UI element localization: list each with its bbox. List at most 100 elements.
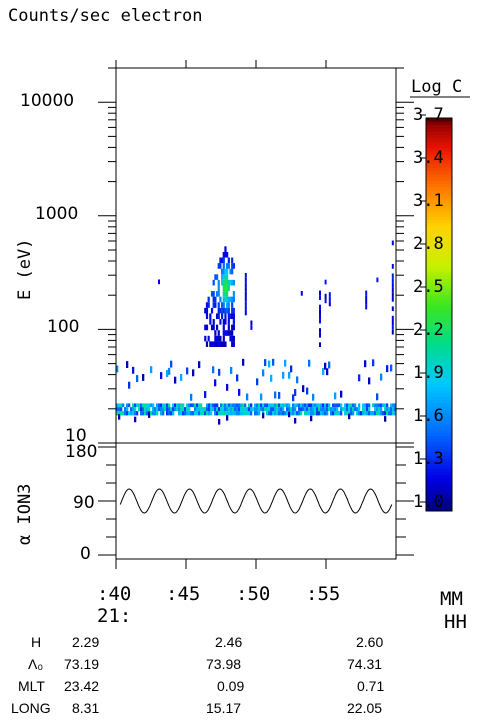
spectrogram-cell [262,369,265,377]
spectrogram-cell [380,407,383,412]
spectrogram-cell [319,342,321,347]
spectrogram-cell [217,313,220,320]
colorbar-segment [426,330,452,335]
spectrogram-cell [262,407,265,412]
spectrogram-cell [270,403,273,408]
spectrogram-cell [350,407,353,412]
spectrogram-cell [152,411,155,416]
spectrogram-cell [236,403,239,408]
colorbar-segment [426,327,452,332]
spectrogram-cell [220,403,223,408]
spectrogram-cell [318,403,321,408]
spectrogram-cell [222,302,225,308]
spectrogram-cell [172,411,175,416]
spectrogram-cell [374,403,377,408]
spectrogram-cell [324,362,327,370]
spectrogram-cell [391,278,394,283]
spectrogram-cell [180,403,183,408]
spectrogram-cell [268,411,271,416]
spectrogram-cell [324,279,327,285]
spectrogram-cell [207,302,210,308]
colorbar-segment [426,160,452,165]
spectrogram-cell [128,381,131,389]
ephemeris-label: LONG [11,700,51,716]
spectrogram-cell [272,403,275,408]
spectrogram-cell [118,414,121,420]
spectrogram-cell [214,274,217,280]
spectrogram-cell [154,407,157,412]
colorbar-segment [426,219,452,224]
y-tick-label: 1000 [35,204,79,224]
spectrogram-cell [319,332,321,338]
colorbar-segment [426,474,452,479]
spectrogram-cell [336,403,339,408]
spectrogram-cell [209,313,212,320]
spectrogram-cell [254,407,257,412]
spectrogram-cell [136,375,139,383]
colorbar-segment [426,173,452,178]
spectrogram-cell [244,291,247,297]
colorbar-segment [426,373,452,378]
colorbar-segment [426,186,452,191]
colorbar-segment [426,422,452,427]
spectrogram-cell [215,313,219,320]
spectrogram-cell [150,411,153,416]
colorbar-segment [426,176,452,181]
spectrogram-cell [386,411,389,416]
spectrogram-cell [394,407,397,412]
spectrogram-cell [386,403,389,408]
spectrogram-cell [232,407,235,412]
spectrogram-cell [290,407,293,412]
spectrogram-cell [209,319,212,325]
spectrogram-cell [234,403,237,408]
spectrogram-cell [227,319,230,325]
colorbar-segment [426,180,452,184]
spectrogram-cell [207,335,210,342]
spectrogram-cell [332,411,335,416]
spectrogram-cell [230,411,233,416]
spectrogram-cell [242,403,245,408]
spectrogram-cell [232,319,235,325]
spectrogram-cell [126,361,129,369]
time-tick-label: :40 [97,583,132,605]
spectrogram-cell [214,411,217,416]
spectrogram-cell [319,295,321,300]
spectrogram-cell [212,291,215,297]
spectrogram-cell [336,411,339,416]
colorbar-segment [426,491,452,496]
spectrogram-cell [205,302,209,308]
spectrogram-cell [364,403,367,408]
spectrogram-cell [391,273,394,279]
spectrogram-cell [310,407,313,412]
spectrogram-cell [364,411,367,416]
colorbar-segment [426,258,452,263]
spectrogram-cell [124,407,127,412]
spectrogram-cell [240,411,243,416]
spectrogram-cell [134,416,137,423]
spectrogram-cell [272,407,275,412]
spectrogram-cell [170,411,173,416]
spectrogram-cell [134,407,137,412]
spectrogram-cell [260,403,263,408]
spectrogram-cell [244,407,247,412]
spectrogram-cell [328,403,331,408]
colorbar-segment [426,481,452,486]
spectrogram-cell [222,263,225,269]
spectrogram-cell [350,411,353,416]
spectrogram-cell [210,411,213,416]
spectrogram-cell [390,407,393,412]
spectrogram-cell [365,290,368,296]
colorbar-segment [426,501,452,505]
spectrogram-cell [220,407,223,412]
pitch-angle-line [119,488,393,514]
spectrogram-cell [148,407,151,412]
spectrogram-cell [342,407,345,412]
ephemeris-value: 0.71 [357,678,385,694]
spectrogram-cell [250,411,253,416]
spectrogram-frame [115,67,397,444]
spectrogram-cell [278,391,281,399]
spectrogram-cell [212,302,215,308]
spectrogram-cell [374,407,377,412]
spectrogram-cell [244,403,247,408]
spectrogram-cell [346,403,349,408]
